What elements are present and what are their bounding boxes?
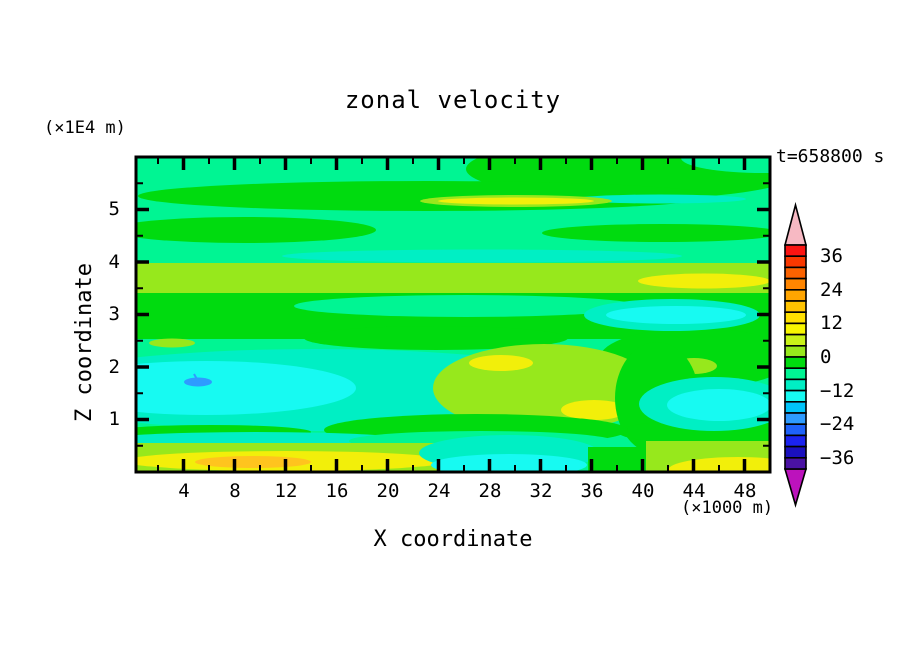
colorbar-segment [784, 277, 807, 291]
x-tick-label: 28 [478, 480, 502, 502]
z-axis-units-label: (×1E4 m) [44, 118, 126, 138]
contour-plot [134, 155, 772, 474]
plot-title: zonal velocity [344, 86, 562, 114]
colorbar-segment [784, 401, 807, 414]
x-axis-minor-ticks-top [157, 157, 720, 164]
contour-region [542, 224, 770, 242]
contour-region [681, 157, 770, 173]
colorbar-segment [784, 356, 807, 369]
colorbar-segment [784, 333, 807, 347]
colorbar-segments [784, 244, 807, 470]
contour-region [574, 194, 746, 204]
time-annotation: t=658800 s [776, 146, 885, 167]
x-axis-title: X coordinate [373, 527, 533, 552]
colorbar-tick-label: 0 [820, 346, 832, 368]
colorbar-segment [784, 289, 807, 302]
contour-region [136, 217, 376, 243]
x-axis-major-ticks-top [181, 157, 747, 170]
x-tick-label: 48 [733, 480, 757, 502]
colorbar-segment [784, 322, 807, 336]
colorbar-top-arrow [783, 201, 808, 246]
x-tick-label: 24 [427, 480, 451, 502]
contour-region [195, 456, 311, 468]
colorbar-segment [784, 412, 807, 425]
x-tick-label: 8 [229, 480, 241, 502]
z-tick-label: 3 [108, 303, 120, 325]
contour-region [638, 273, 770, 289]
x-tick-label: 40 [631, 480, 655, 502]
x-tick-label: 4 [178, 480, 190, 502]
z-axis-minor-ticks-right [763, 182, 770, 447]
contour-region [149, 338, 195, 348]
colorbar-segment [784, 456, 807, 470]
bottom-strip-cyan [431, 454, 587, 472]
colorbar [783, 201, 808, 508]
colorbar-tick-label: −36 [820, 447, 855, 469]
contour-region [667, 389, 770, 421]
contour-region [294, 295, 638, 317]
colorbar-segment [784, 445, 807, 459]
colorbar-segment [784, 367, 807, 381]
contour-region [561, 400, 627, 420]
colorbar-tick-label: 24 [820, 279, 843, 301]
colorbar-segment [784, 378, 807, 392]
colorbar-segment [784, 255, 807, 269]
contour-minimum-spot-tail [193, 373, 199, 382]
x-tick-label: 44 [682, 480, 706, 502]
contour-region [469, 355, 533, 371]
contour-region [438, 197, 594, 205]
contour-minimum-spot [184, 377, 212, 387]
x-tick-label: 12 [274, 480, 298, 502]
x-tick-label: 32 [529, 480, 553, 502]
contour-minimum-core [136, 361, 356, 415]
z-axis-major-ticks-left [136, 207, 149, 422]
x-tick-label: 16 [325, 480, 349, 502]
colorbar-tick-label: 12 [820, 312, 843, 334]
z-axis-major-ticks-right [757, 207, 770, 422]
colorbar-segment [784, 423, 807, 437]
z-tick-label: 5 [108, 198, 120, 220]
x-axis-minor-ticks-bottom [157, 465, 720, 472]
z-axis-minor-ticks-left [136, 182, 143, 447]
plot-axes [134, 155, 772, 474]
x-tick-label: 36 [580, 480, 604, 502]
x-tick-label: 20 [376, 480, 400, 502]
colorbar-bottom-arrow [783, 468, 808, 508]
colorbar-tick-label: −24 [820, 413, 855, 435]
colorbar-segment [784, 311, 807, 325]
contour-region [606, 306, 746, 324]
contour-region [304, 326, 568, 350]
colorbar-tick-label: 36 [820, 245, 843, 267]
colorbar-tick-label: −12 [820, 380, 855, 402]
z-tick-label: 2 [108, 356, 120, 378]
z-tick-label: 4 [108, 251, 120, 273]
colorbar-segment [784, 389, 807, 403]
x-axis-units-label: (×1000 m) [681, 498, 774, 518]
colorbar-segment [784, 434, 807, 448]
colorbar-segment [784, 345, 807, 358]
contour-region [282, 249, 682, 263]
colorbar-segment [784, 266, 807, 280]
x-axis-major-ticks-bottom [181, 459, 747, 472]
contour-field [136, 157, 770, 472]
z-tick-label: 1 [108, 408, 120, 430]
colorbar-segment [784, 244, 807, 257]
colorbar-segment [784, 300, 807, 313]
